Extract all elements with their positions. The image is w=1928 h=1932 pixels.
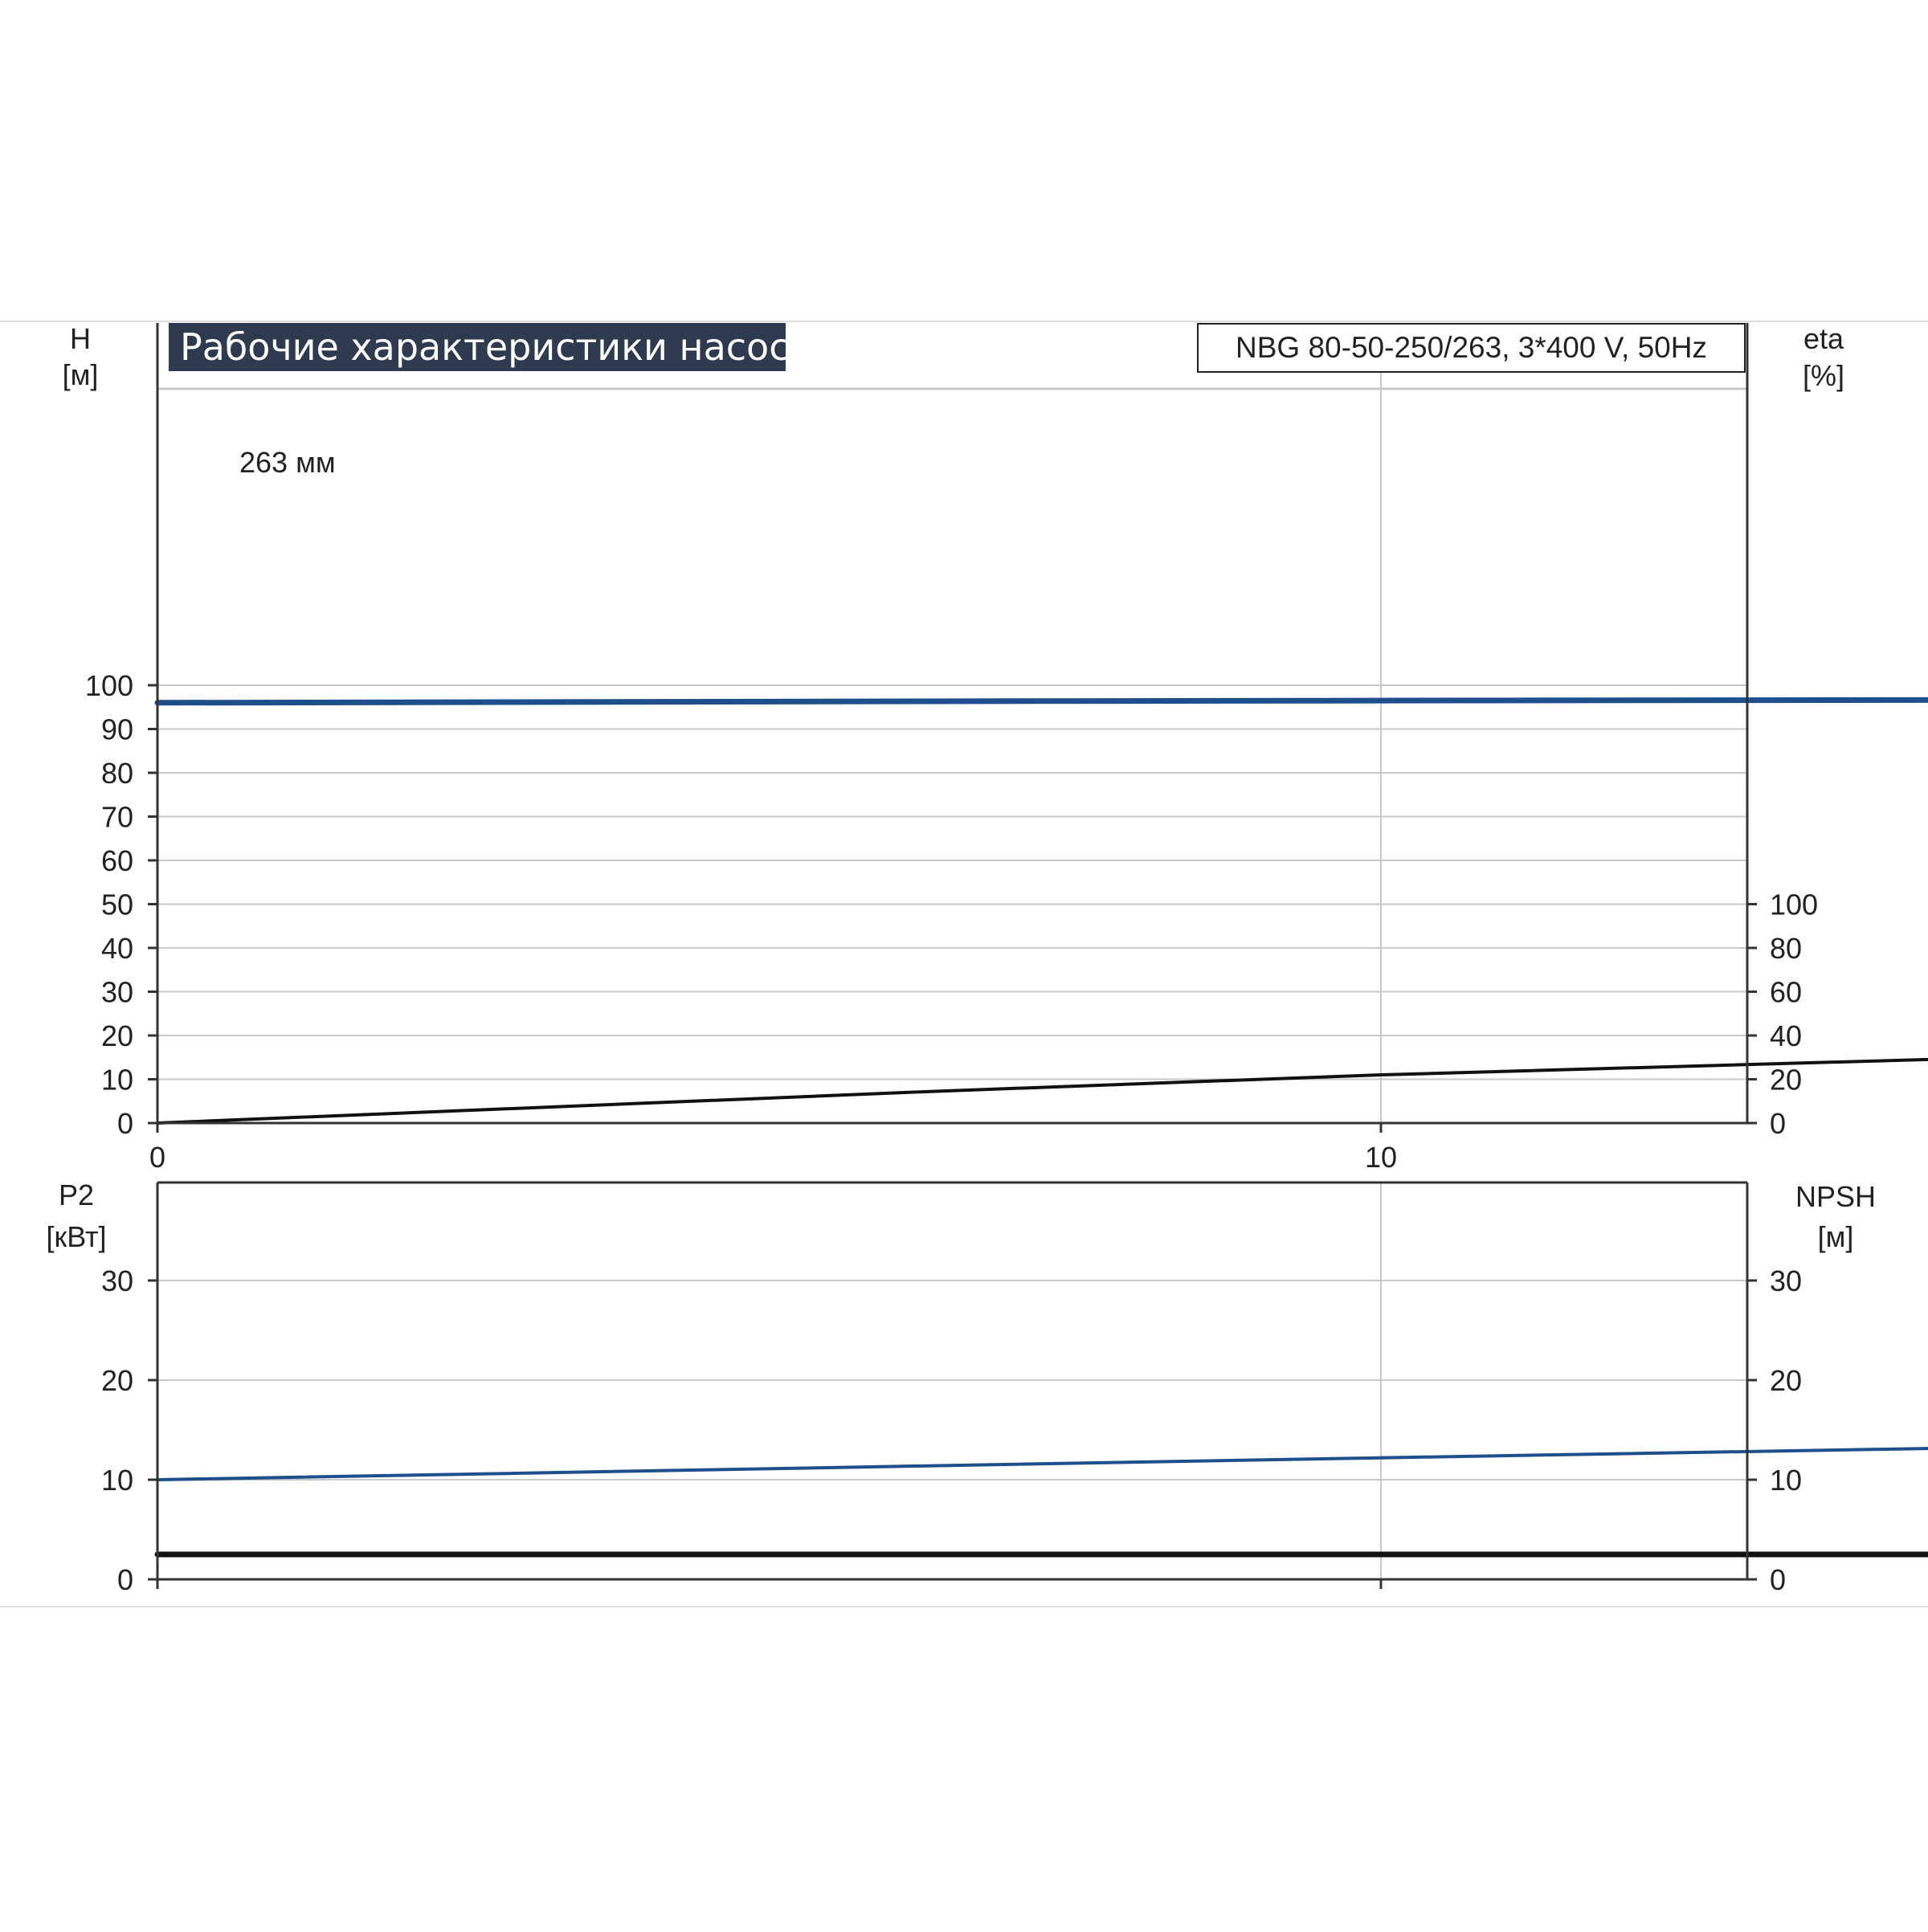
eta-tick-label: 100: [1770, 888, 1818, 921]
h-tick-label: 90: [101, 713, 133, 746]
axes-layer: [148, 323, 1757, 1589]
p2-tick-label: 20: [101, 1364, 133, 1397]
h-tick-label: 50: [101, 888, 133, 921]
npsh-tick-label: 30: [1770, 1264, 1802, 1297]
h-tick-label: 60: [101, 844, 133, 877]
h-tick-label: 20: [101, 1019, 133, 1052]
npsh-axis-unit: [м]: [1817, 1220, 1854, 1253]
p2-axis-unit: [кВт]: [46, 1220, 107, 1253]
q-tick-label: 10: [1365, 1141, 1397, 1174]
eta-axis-symbol: eta: [1803, 322, 1844, 355]
tick-labels-layer: 0102030405060708090100020406080100010203…: [85, 669, 1818, 1596]
curve-label: 263 мм: [239, 446, 336, 479]
p2-tick-label: 10: [101, 1464, 133, 1497]
eta-tick-label: 20: [1770, 1064, 1802, 1097]
h-tick-label: 40: [101, 932, 133, 965]
npsh-tick-label: 10: [1770, 1464, 1802, 1497]
eta-axis-unit: [%]: [1802, 359, 1844, 392]
bottom-panel-grid: [157, 1182, 1747, 1580]
p2-axis-symbol: P2: [58, 1178, 95, 1211]
npsh-curve: [154, 1551, 1928, 1558]
h-tick-label: 0: [117, 1107, 133, 1140]
eta-tick-label: 60: [1770, 976, 1802, 1009]
eta-tick-label: 0: [1770, 1107, 1786, 1140]
h-tick-label: 30: [101, 976, 133, 1009]
eta-tick-label: 80: [1770, 932, 1802, 965]
eta-tick-label: 40: [1770, 1019, 1802, 1052]
chart-title: Рабочие характеристики насоса: [169, 323, 812, 371]
p2-tick-label: 30: [101, 1264, 133, 1297]
curves-layer: [154, 696, 1928, 1558]
power-p2-curve: [156, 1447, 1928, 1481]
h-axis-unit: [м]: [62, 358, 99, 391]
npsh-axis-symbol: NPSH: [1795, 1180, 1877, 1213]
top-panel-grid: [157, 323, 1747, 1124]
q-tick-label: 0: [149, 1141, 165, 1174]
h-tick-label: 10: [101, 1064, 133, 1097]
p2-tick-label: 0: [117, 1563, 133, 1596]
npsh-tick-label: 20: [1770, 1364, 1802, 1397]
head-curve: [154, 696, 1928, 706]
h-tick-label: 80: [101, 757, 133, 790]
h-tick-label: 70: [101, 801, 133, 834]
npsh-tick-label: 0: [1770, 1563, 1786, 1596]
h-tick-label: 100: [85, 669, 133, 702]
h-axis-symbol: H: [70, 322, 91, 355]
pump-model-label: NBG 80-50-250/263, 3*400 V, 50Hz: [1197, 323, 1746, 373]
